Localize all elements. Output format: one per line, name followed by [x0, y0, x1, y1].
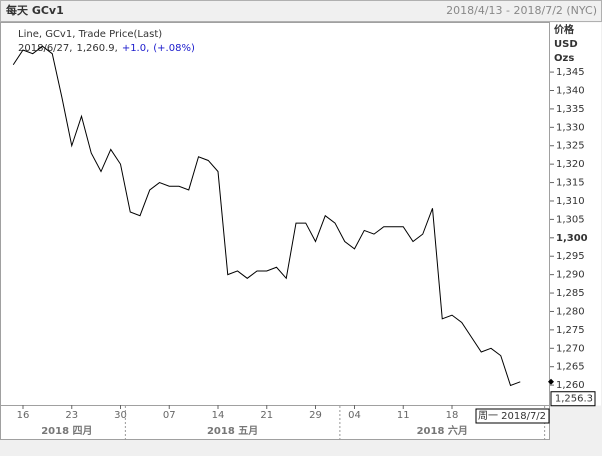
- x-tick-label: 14: [212, 410, 225, 421]
- cursor-box: [475, 408, 550, 424]
- y-tick-label: 1,300: [556, 233, 588, 244]
- x-tick-label: 18: [446, 410, 459, 421]
- y-tick-label: 1,340: [556, 85, 585, 96]
- y-tick-label: 1,275: [556, 325, 585, 336]
- x-tick-label: 23: [65, 410, 78, 421]
- plot-area: [0, 22, 550, 406]
- y-tick-label: 1,270: [556, 343, 585, 354]
- y-tick-label: 1,260: [556, 380, 585, 391]
- x-tick-label: 16: [17, 410, 30, 421]
- y-tick-label: 1,285: [556, 288, 585, 299]
- header-range: 2018/4/13 - 2018/7/2 (NYC): [446, 4, 597, 17]
- y-tick-label: 1,330: [556, 122, 585, 133]
- legend-value: (+.08%): [153, 43, 195, 54]
- header-title: 每天 GCv1: [6, 3, 64, 17]
- last-price-box: [550, 391, 596, 407]
- y-tick-label: 1,280: [556, 306, 585, 317]
- cursor-label: 周一 2018/7/2: [478, 410, 546, 422]
- y-tick-label: 1,305: [556, 214, 585, 225]
- y-tick-label: 1,310: [556, 196, 585, 207]
- legend-value: 1,260.9,: [76, 43, 117, 54]
- legend-title: Line, GCv1, Trade Price(Last): [18, 29, 162, 40]
- last-value-marker: [548, 378, 554, 385]
- y-tick-label: 1,315: [556, 178, 585, 189]
- legend-values: 2018/6/27, 1,260.9, +1.0, (+.08%): [18, 43, 195, 54]
- y-tick-label: 1,320: [556, 159, 585, 170]
- y-axis-area: [550, 22, 601, 406]
- y-tick-label: 1,325: [556, 141, 585, 152]
- axis-unit: 价格: [554, 23, 575, 36]
- month-label: 2018 四月: [41, 425, 92, 437]
- y-tick-label: 1,290: [556, 270, 585, 281]
- y-tick-label: 1,345: [556, 67, 585, 78]
- x-tick-label: 11: [397, 410, 410, 421]
- month-label: 2018 六月: [417, 424, 468, 437]
- price-line: [12, 45, 521, 387]
- axis-unit: Ozs: [554, 53, 574, 64]
- y-tick-label: 1,335: [556, 104, 585, 115]
- month-label: 2018 五月: [207, 425, 258, 437]
- x-tick-label: 07: [163, 410, 176, 421]
- legend-value: +1.0,: [122, 43, 149, 54]
- x-tick-label: 21: [260, 410, 273, 421]
- x-tick-label: 29: [309, 410, 322, 421]
- x-tick-label: 30: [114, 410, 127, 421]
- last-price-label: 1,256.3: [555, 394, 593, 405]
- axis-unit: USD: [554, 39, 578, 50]
- y-tick-label: 1,265: [556, 362, 585, 373]
- y-tick-label: 1,295: [556, 251, 585, 262]
- x-tick-label: 04: [348, 410, 361, 421]
